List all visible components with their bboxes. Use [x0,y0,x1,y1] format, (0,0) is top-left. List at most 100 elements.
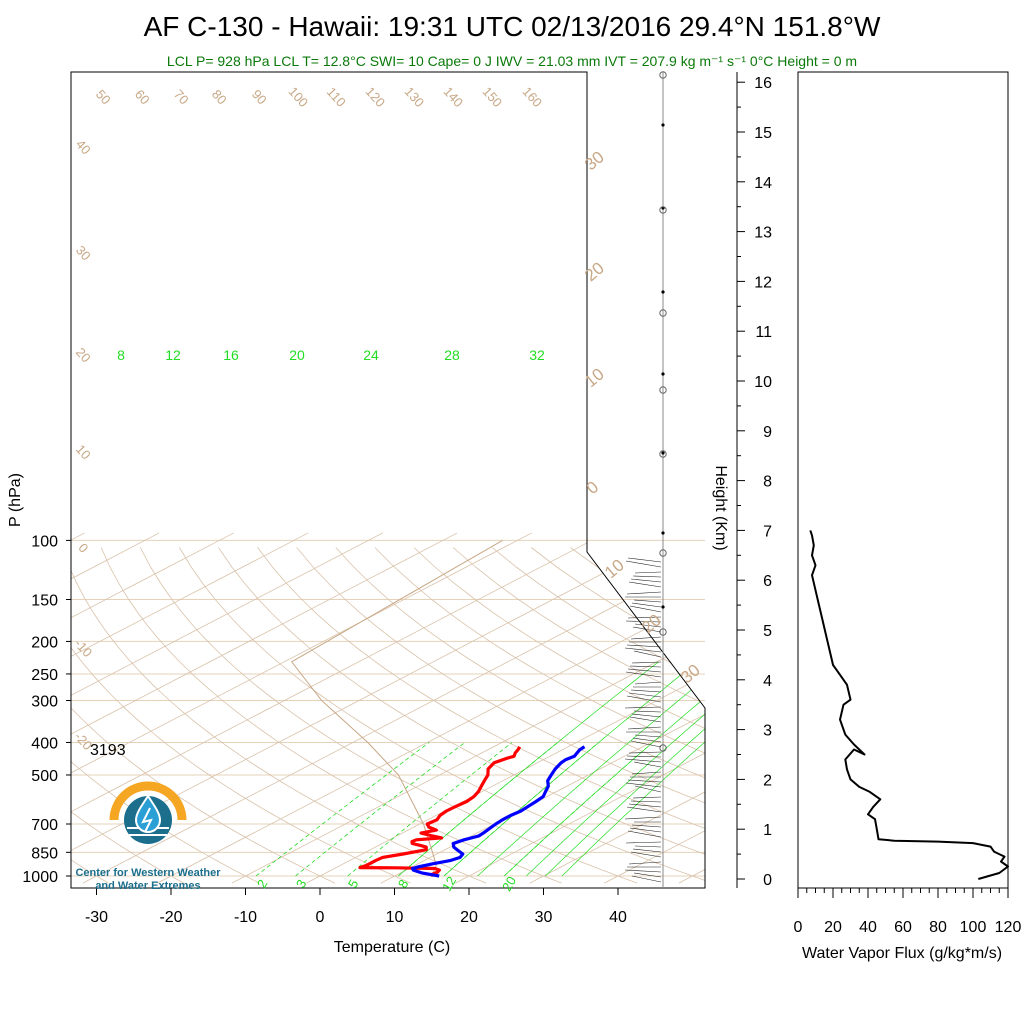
isotherm-line [306,532,705,884]
wind-barb [632,575,662,578]
wind-barb [624,706,662,709]
isotherm-line [71,532,607,884]
wind-barb [633,872,662,878]
flux-tick-label: 100 [960,919,987,936]
height-tick-label: 3 [763,723,772,740]
isotherm-skew-label: 30 [581,147,608,174]
flux-tick-label: 120 [995,919,1022,936]
wind-barb [625,782,662,788]
wind-staff-dot [661,451,665,455]
wind-barb [629,716,662,723]
wind-barb [631,713,662,718]
isotherm-skew-label: 20 [638,610,665,637]
y-tick-label: 850 [31,845,58,862]
wind-barb [631,602,662,608]
wind-barb [632,848,662,853]
wind-barb [627,830,662,838]
height-tick-label: 8 [763,474,772,491]
isotherm-skew-label: 10 [581,364,608,391]
mixing-ratio-bottom-label: 2 [254,877,271,891]
flux-panel-frame [797,71,1009,889]
isotherm-line [82,532,705,884]
isotherm-skew-label: 30 [677,660,704,687]
mixing-ratio-label: 16 [223,347,239,363]
adiabat-side-label: 10 [73,442,94,463]
dry-adiabat-line [71,547,411,884]
x-tick-label: 40 [609,909,627,926]
mixing-ratio-line [526,661,705,877]
adiabat-top-label: 140 [441,84,467,110]
mixing-ratio-dashed-line [443,742,599,877]
y-tick-label: 300 [31,694,58,711]
wind-barb [629,827,662,833]
dry-adiabat-line [335,547,705,884]
wind-barb [625,560,662,568]
wind-barb [633,761,662,768]
height-tick-label: 7 [763,523,772,540]
flux-tick-label: 0 [794,919,803,936]
wind-staff-dot [661,290,665,294]
parcel-line [290,539,503,877]
dry-adiabat-line [452,547,705,884]
isotherm-line [71,532,309,884]
wind-barb [630,636,662,640]
height-tick-label: 5 [763,623,772,640]
wind-barb [627,557,662,563]
mixing-ratio-line [503,661,705,877]
wind-staff-dot [661,531,665,535]
adiabat-side-label: -10 [71,636,95,660]
mixing-ratio-dashed-line [503,742,653,877]
wind-barb [630,740,662,748]
mixing-ratio-bottom-label: 20 [499,874,519,894]
mixing-ratio-line [443,661,698,877]
wind-staff-dot [661,605,665,609]
mixing-ratio-label: 20 [289,347,305,363]
adiabat-top-label: 150 [480,84,506,110]
isotherm-line [71,532,234,884]
mixing-ratio-dashed-line [295,742,466,877]
dry-adiabat-line [413,547,705,884]
wind-staff-dot [661,372,665,376]
wind-staff-circle [659,386,667,394]
wind-barb [628,751,662,754]
adiabat-top-label: 60 [132,87,153,108]
x-tick-label: 20 [460,909,478,926]
wind-staff-circle [659,71,667,79]
wind-barb [633,650,662,658]
height-tick-label: 11 [755,324,772,341]
isotherm-line [753,533,1024,883]
isotherm-line [71,532,532,884]
isotherm-skew-label: 20 [581,258,608,285]
wind-barb [628,803,662,808]
height-axis-title: Height (Km) [712,465,729,550]
y-tick-label: 200 [31,634,58,651]
annotation-3193: 3193 [90,742,126,759]
dry-adiabat-line [687,547,705,884]
adiabat-top-label: 80 [209,87,230,108]
flux-line [809,530,1009,880]
dry-adiabat-line [139,547,638,884]
y-tick-label: 1000 [22,869,58,886]
wind-barb [624,816,662,820]
flux-tick-label: 60 [894,919,912,936]
x-tick-label: 10 [386,909,404,926]
logo-line-1: Center for Western Weather [75,867,221,879]
mixing-ratio-bottom-label: 12 [439,874,459,894]
y-tick-label: 250 [31,667,58,684]
mixing-ratio-label: 8 [117,347,125,363]
height-tick-label: 6 [763,573,772,590]
isotherm-lines [71,532,1024,884]
height-tick-label: 15 [754,125,772,142]
wind-barb [634,623,662,628]
x-tick-label: -20 [159,909,182,926]
dry-adiabat-line [100,547,562,884]
logo-sun-arc [109,781,187,821]
wind-barb [632,737,662,743]
y-tick-label: 700 [31,817,58,834]
mixing-ratio-dashed-line [255,742,430,877]
wind-barb [634,571,662,574]
adiabat-top-label: 160 [520,84,546,110]
flux-axis: 0 20 40 60 80 100 120 [794,888,1022,936]
